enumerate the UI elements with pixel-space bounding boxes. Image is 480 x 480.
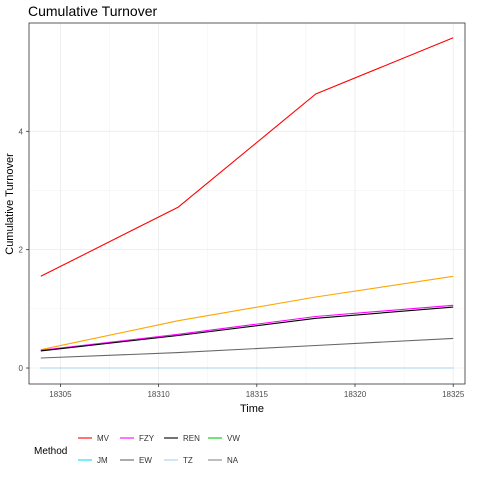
x-axis: 18305 18310 18315 18320 18325 <box>49 384 465 399</box>
legend-label-fzy: FZY <box>139 434 155 443</box>
y-tick-label: 4 <box>19 127 24 136</box>
y-axis: 0 2 4 <box>19 127 29 373</box>
plot-background <box>29 23 465 384</box>
legend: Method MV FZY REN VW JM EW TZ NA <box>34 434 240 465</box>
plot-panel <box>28 22 466 385</box>
y-axis-title: Cumulative Turnover <box>4 153 16 255</box>
legend-label-jm: JM <box>97 456 108 465</box>
x-tick-label: 18310 <box>147 390 170 399</box>
series-line-fzy <box>40 304 454 351</box>
series-lines <box>40 37 454 369</box>
legend-label-mv: MV <box>97 434 110 443</box>
x-tick-label: 18305 <box>49 390 72 399</box>
legend-label-ren: REN <box>183 434 200 443</box>
series-line-mv <box>40 37 454 277</box>
plot-border <box>28 22 466 385</box>
legend-label-ew: EW <box>139 456 152 465</box>
series-line-ren <box>40 306 454 352</box>
legend-label-na: NA <box>227 456 239 465</box>
x-tick-label: 18325 <box>442 390 465 399</box>
legend-label-vw: VW <box>227 434 240 443</box>
y-tick-label: 0 <box>19 364 24 373</box>
chart-title: Cumulative Turnover <box>28 3 158 19</box>
series-line-na <box>40 275 454 351</box>
x-tick-label: 18320 <box>344 390 367 399</box>
legend-label-tz: TZ <box>183 456 193 465</box>
series-line-ew <box>40 337 454 359</box>
y-tick-label: 2 <box>19 246 24 255</box>
x-tick-label: 18315 <box>246 390 269 399</box>
legend-title: Method <box>34 446 67 457</box>
x-axis-title: Time <box>240 403 264 415</box>
